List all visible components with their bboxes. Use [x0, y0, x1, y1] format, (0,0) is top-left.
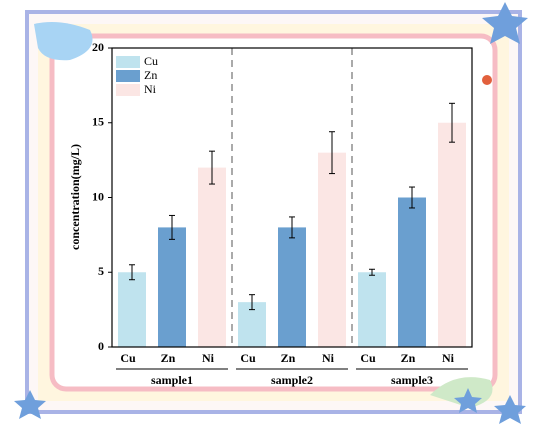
dot-decoration	[482, 75, 492, 85]
x-tick-label: Ni	[322, 351, 335, 365]
bar	[198, 167, 226, 347]
x-tick-label: Cu	[240, 351, 256, 365]
x-tick-label: Ni	[202, 351, 215, 365]
legend-swatch	[116, 56, 140, 68]
star-decoration	[482, 2, 528, 44]
y-tick-label: 5	[98, 264, 104, 278]
bar	[438, 122, 466, 347]
group-label: sample1	[151, 373, 193, 387]
bar	[318, 152, 346, 347]
legend-swatch	[116, 84, 140, 96]
x-tick-label: Ni	[442, 351, 455, 365]
star-decoration	[454, 388, 482, 413]
x-tick-label: Zn	[401, 351, 416, 365]
bar	[358, 272, 386, 347]
y-tick-label: 10	[92, 189, 104, 203]
legend-label: Ni	[144, 82, 157, 96]
star-decoration	[494, 395, 526, 424]
x-tick-label: Zn	[281, 351, 296, 365]
star-decoration	[14, 390, 46, 419]
bar	[158, 227, 186, 347]
legend-swatch	[116, 70, 140, 82]
y-tick-label: 20	[92, 40, 104, 54]
x-tick-label: Cu	[120, 351, 136, 365]
y-tick-label: 0	[98, 339, 104, 353]
y-tick-label: 15	[92, 115, 104, 129]
bar	[118, 272, 146, 347]
x-tick-label: Cu	[360, 351, 376, 365]
y-axis-label: concentration(mg/L)	[68, 144, 82, 250]
bar	[398, 197, 426, 347]
bar	[278, 227, 306, 347]
legend-label: Zn	[144, 68, 157, 82]
group-label: sample3	[391, 373, 433, 387]
x-tick-label: Zn	[161, 351, 176, 365]
group-label: sample2	[271, 373, 313, 387]
legend-label: Cu	[144, 54, 158, 68]
cloud-decoration	[34, 22, 93, 61]
